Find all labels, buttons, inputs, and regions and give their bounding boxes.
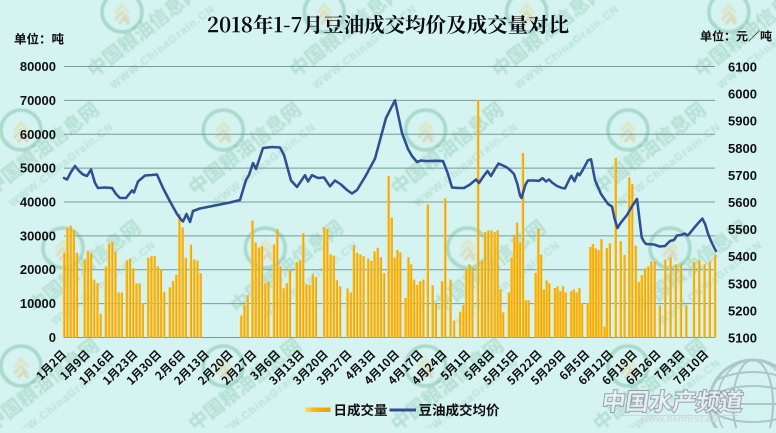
svg-text:5900: 5900	[728, 114, 757, 129]
svg-text:5400: 5400	[728, 249, 757, 264]
svg-text:10000: 10000	[20, 296, 56, 311]
svg-text:70000: 70000	[20, 93, 56, 108]
svg-text:60000: 60000	[20, 127, 56, 142]
svg-text:30000: 30000	[20, 228, 56, 243]
svg-text:5800: 5800	[728, 141, 757, 156]
svg-text:5700: 5700	[728, 168, 757, 183]
svg-text:50000: 50000	[20, 161, 56, 176]
svg-text:6000: 6000	[728, 87, 757, 102]
svg-text:5200: 5200	[728, 304, 757, 319]
svg-text:0: 0	[49, 330, 56, 345]
svg-text:40000: 40000	[20, 195, 56, 210]
svg-text:80000: 80000	[20, 59, 56, 74]
svg-text:6100: 6100	[728, 59, 757, 74]
svg-text:5600: 5600	[728, 195, 757, 210]
svg-text:www.fishfirst.cn: www.fishfirst.cn	[641, 414, 718, 425]
svg-text:5500: 5500	[728, 222, 757, 237]
svg-text:20000: 20000	[20, 262, 56, 277]
svg-text:5300: 5300	[728, 276, 757, 291]
svg-text:5100: 5100	[728, 331, 757, 346]
